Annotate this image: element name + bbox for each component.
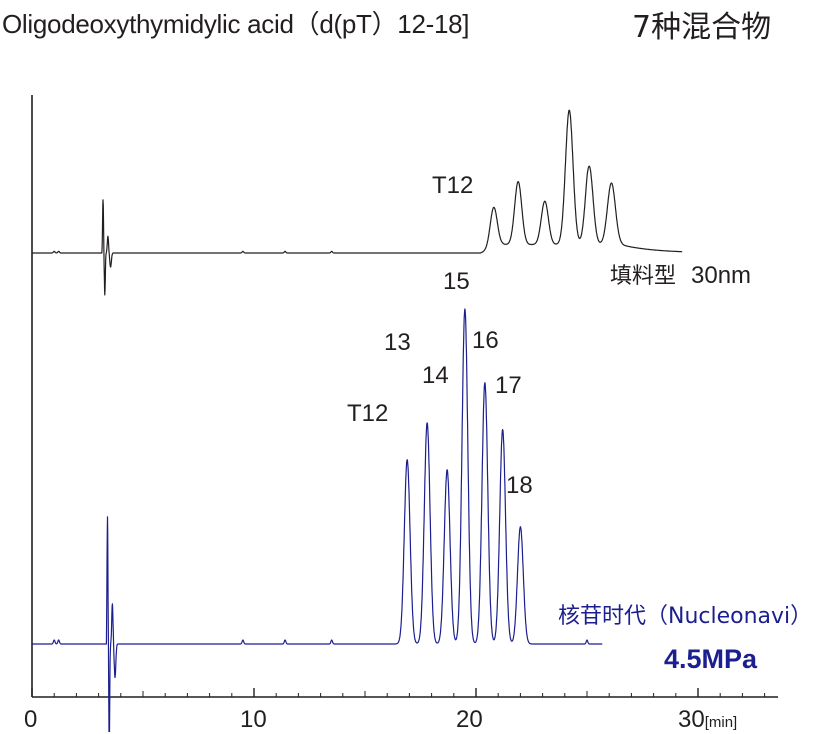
- peak-label-14: 14: [422, 362, 449, 390]
- x-axis-unit: [min]: [705, 714, 738, 731]
- peak-label-upper-t12: T12: [432, 172, 473, 200]
- x-tick-label-10: 10: [240, 706, 267, 734]
- peak-label-t12: T12: [347, 400, 388, 428]
- series-name-upper: 填料型: [610, 264, 676, 289]
- peak-label-18: 18: [506, 472, 533, 500]
- series-label-upper: 填料型 30nm: [610, 258, 751, 290]
- x-tick-label-20: 20: [456, 706, 483, 734]
- series-label-lower: 核苷时代（Nucleonavi）: [558, 598, 812, 630]
- series-line-packed-30nm: [32, 110, 682, 295]
- peak-label-16: 16: [472, 327, 499, 355]
- peak-label-13: 13: [384, 329, 411, 357]
- x-tick-label-30: 30[min]: [678, 706, 737, 734]
- series-name-lower: 核苷时代（Nucleonavi）: [558, 604, 812, 629]
- series-suffix-upper: 30nm: [691, 262, 751, 289]
- series-suffix-lower: 4.5MPa: [664, 644, 757, 675]
- x-tick-30-value: 30: [678, 706, 705, 733]
- peak-label-17: 17: [495, 372, 522, 400]
- peak-label-15: 15: [443, 268, 470, 296]
- x-tick-label-0: 0: [24, 706, 37, 734]
